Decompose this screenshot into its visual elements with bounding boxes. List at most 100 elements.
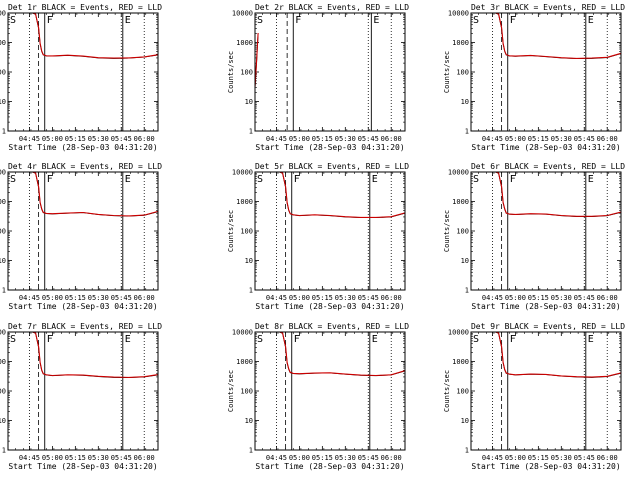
interval-marker-label: E <box>125 174 131 185</box>
y-tick-label: 10000 <box>448 10 469 18</box>
x-tick-label: 05:30 <box>335 454 356 462</box>
x-tick-label: 04:45 <box>482 454 503 462</box>
x-tick-label: 05:30 <box>335 294 356 302</box>
x-axis-label: Start Time (28-Sep-03 04:31:20) <box>471 462 620 471</box>
chart-panel-9: Det 9r BLACK = Events, RED = LLD 1 10 100 10… <box>443 322 625 471</box>
series-lld-line <box>471 12 622 59</box>
x-tick-label: 05:45 <box>111 294 132 302</box>
x-axis-label: Start Time (28-Sep-03 04:31:20) <box>255 462 404 471</box>
plot-frame <box>7 331 159 451</box>
y-tick-label: 10000 <box>0 10 6 18</box>
y-tick-label: 100 <box>240 69 253 77</box>
series-events-line <box>8 331 159 379</box>
x-tick-label: 06:00 <box>381 135 402 143</box>
interval-marker-label: F <box>510 15 516 26</box>
y-tick-label: 10000 <box>0 329 6 337</box>
y-tick-label: 1 <box>249 287 253 295</box>
x-axis-label: Start Time (28-Sep-03 04:31:20) <box>8 143 157 152</box>
y-tick-label: 1000 <box>0 198 6 206</box>
chart-title: Det 7r BLACK = Events, RED = LLD <box>8 322 162 331</box>
x-tick-label: 04:45 <box>266 294 287 302</box>
x-tick-label: 06:00 <box>134 454 155 462</box>
chart-panel-2: Det 2r BLACK = Events, RED = LLD 1 10 100 10… <box>227 3 409 152</box>
y-tick-label: 10000 <box>232 329 253 337</box>
interval-marker-label: S <box>10 174 16 185</box>
chart-title: Det 8r BLACK = Events, RED = LLD <box>255 322 409 331</box>
y-axis-label: Counts/sec <box>443 370 451 412</box>
interval-marker-label: E <box>125 334 131 345</box>
series-lld-line <box>255 331 406 377</box>
y-tick-label: 100 <box>456 69 469 77</box>
x-tick-label: 05:30 <box>551 135 572 143</box>
series-lld-line <box>471 331 622 378</box>
y-tick-label: 100 <box>0 388 6 396</box>
x-tick-label: 05:00 <box>505 454 526 462</box>
x-tick-label: 05:45 <box>574 454 595 462</box>
chart-panel-8: Det 8r BLACK = Events, RED = LLD 1 10 100 10… <box>227 322 409 471</box>
y-tick-label: 1 <box>2 128 6 136</box>
series-lld-line <box>8 12 159 59</box>
plot-frame <box>470 171 622 291</box>
x-tick-label: 05:30 <box>88 135 109 143</box>
x-axis-label: Start Time (28-Sep-03 04:31:20) <box>255 302 404 311</box>
series-lld-line <box>471 171 622 217</box>
y-tick-label: 10000 <box>232 169 253 177</box>
x-tick-label: 05:00 <box>42 454 63 462</box>
plot-frame <box>254 171 406 291</box>
x-tick-label: 05:45 <box>111 135 132 143</box>
y-tick-label: 1 <box>465 447 469 455</box>
y-tick-label: 1000 <box>452 39 469 47</box>
interval-marker-label: S <box>473 334 479 345</box>
x-tick-label: 04:45 <box>19 454 40 462</box>
x-axis-label: Start Time (28-Sep-03 04:31:20) <box>8 462 157 471</box>
series-events-line <box>471 12 622 60</box>
y-tick-label: 100 <box>0 69 6 77</box>
x-tick-label: 05:00 <box>42 294 63 302</box>
y-tick-label: 10 <box>461 417 469 425</box>
interval-marker-label: F <box>47 334 53 345</box>
interval-marker-label: E <box>588 15 594 26</box>
interval-marker-label: E <box>588 334 594 345</box>
x-tick-label: 05:15 <box>312 294 333 302</box>
y-tick-label: 10 <box>461 257 469 265</box>
plot-frame <box>254 12 406 132</box>
y-tick-label: 1 <box>2 287 6 295</box>
interval-marker-label: F <box>294 334 300 345</box>
x-tick-label: 06:00 <box>597 454 618 462</box>
series-events-line <box>8 12 159 59</box>
interval-marker-label: S <box>257 15 263 26</box>
y-tick-label: 10 <box>245 257 253 265</box>
x-tick-label: 05:15 <box>312 135 333 143</box>
x-axis-label: Start Time (28-Sep-03 04:31:20) <box>471 302 620 311</box>
chart-title: Det 2r BLACK = Events, RED = LLD <box>255 3 409 12</box>
plot-frame <box>470 331 622 451</box>
x-tick-label: 05:00 <box>505 294 526 302</box>
series-events-line <box>471 331 622 378</box>
x-tick-label: 06:00 <box>134 294 155 302</box>
plot-frame <box>470 12 622 132</box>
x-tick-label: 04:45 <box>482 135 503 143</box>
interval-marker-label: S <box>473 15 479 26</box>
y-axis-label: Counts/sec <box>227 51 235 93</box>
x-tick-label: 06:00 <box>597 135 618 143</box>
x-tick-label: 05:00 <box>505 135 526 143</box>
chart-title: Det 1r BLACK = Events, RED = LLD <box>8 3 162 12</box>
chart-title: Det 4r BLACK = Events, RED = LLD <box>8 162 162 171</box>
x-tick-label: 04:45 <box>266 135 287 143</box>
x-tick-label: 05:00 <box>289 294 310 302</box>
y-tick-label: 1 <box>249 128 253 136</box>
interval-marker-label: S <box>10 15 16 26</box>
x-tick-label: 05:00 <box>42 135 63 143</box>
chart-panel-3: Det 3r BLACK = Events, RED = LLD 1 10 100 10… <box>443 3 625 152</box>
x-tick-label: 04:45 <box>266 454 287 462</box>
y-tick-label: 10000 <box>448 329 469 337</box>
x-tick-label: 05:45 <box>574 135 595 143</box>
chart-panel-4: Det 4r BLACK = Events, RED = LLD 1 10 100 10… <box>0 162 162 311</box>
interval-marker-label: S <box>257 174 263 185</box>
chart-panel-7: Det 7r BLACK = Events, RED = LLD 1 10 100 10… <box>0 322 162 471</box>
series-events-line <box>255 171 406 219</box>
x-tick-label: 04:45 <box>19 135 40 143</box>
y-tick-label: 100 <box>240 388 253 396</box>
x-tick-label: 05:15 <box>528 454 549 462</box>
x-tick-label: 05:00 <box>289 454 310 462</box>
